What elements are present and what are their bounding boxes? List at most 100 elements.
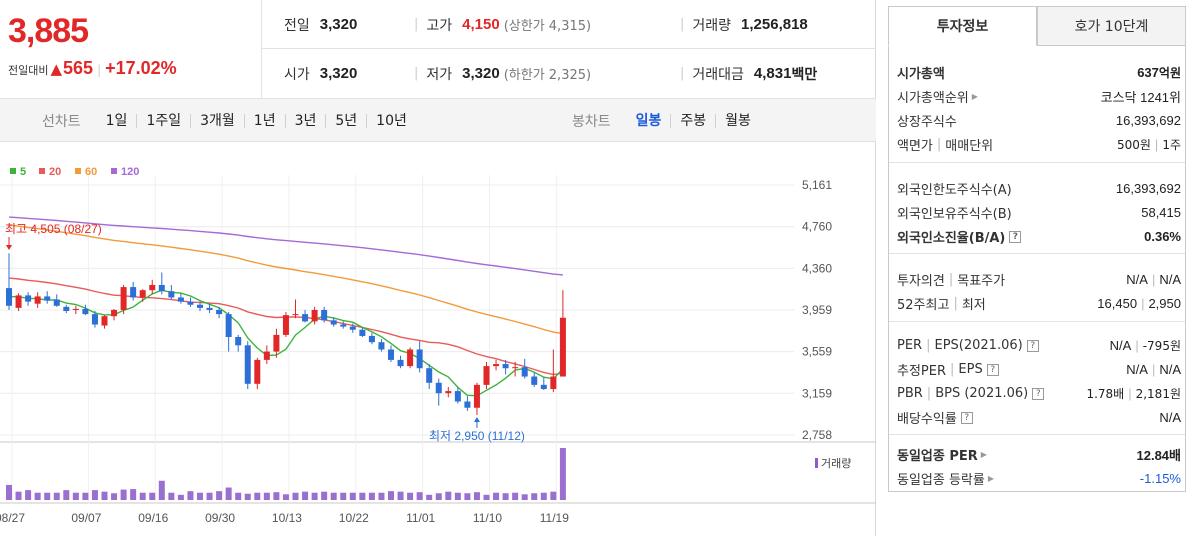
row-dividend: 배당수익률? N/A bbox=[897, 406, 1181, 429]
market-cap-label: 시가총액 bbox=[897, 67, 945, 82]
opinion-labels: 투자의견 | 목표주가 bbox=[897, 270, 1005, 289]
opinion-value: N/A bbox=[1126, 272, 1148, 287]
period-1d[interactable]: 1일 bbox=[105, 112, 128, 129]
par-labels: 액면가 | 매매단위 bbox=[897, 135, 993, 154]
help-icon[interactable]: ? bbox=[1009, 230, 1022, 243]
help-icon[interactable]: ? bbox=[986, 363, 999, 376]
low-value: 3,320 bbox=[462, 65, 500, 82]
candlestick-chart-svg: 5,161 4,760 4,360 3,959 3,559 3,159 2,758 08/27… bbox=[0, 166, 876, 525]
section-valuation: PER | EPS(2021.06)? N/A | -795원 추정PER | EPS? N… bbox=[889, 322, 1185, 435]
sector-per-link[interactable]: 동일업종 PER ▶ bbox=[897, 445, 987, 464]
period-1w[interactable]: 1주일 bbox=[136, 113, 190, 128]
volume-bar bbox=[63, 490, 70, 500]
candle-weekly[interactable]: 주봉 bbox=[670, 113, 715, 128]
row-est-per: 추정PER | EPS? N/A | N/A bbox=[897, 358, 1181, 381]
help-icon[interactable]: ? bbox=[960, 411, 973, 424]
opinion-label: 투자의견 bbox=[897, 274, 945, 289]
period-3y[interactable]: 3년 bbox=[284, 113, 326, 128]
volume-legend-swatch bbox=[815, 458, 818, 468]
volume-bar bbox=[34, 492, 41, 500]
x-tick-label: 09/30 bbox=[205, 511, 235, 525]
candle-body bbox=[521, 367, 528, 377]
volume-bar bbox=[206, 492, 213, 500]
candle-daily[interactable]: 일봉 bbox=[635, 112, 662, 129]
divider: | bbox=[1154, 137, 1159, 152]
volume-bar bbox=[216, 491, 223, 500]
candle-body bbox=[15, 295, 22, 308]
candle-body bbox=[302, 314, 309, 322]
row-shares: 상장주식수 16,393,692 bbox=[897, 109, 1181, 132]
market-cap-number: 637 bbox=[1137, 65, 1159, 80]
candle-body bbox=[44, 296, 51, 301]
market-cap-rank-label: 시가총액순위 bbox=[897, 91, 969, 106]
market-cap-rank-value: 코스닥 1241위 bbox=[1100, 90, 1181, 105]
period-5y[interactable]: 5년 bbox=[325, 113, 366, 128]
trade-unit-label: 매매단위 bbox=[945, 139, 994, 154]
tab-invest-info[interactable]: 투자정보 bbox=[888, 6, 1037, 46]
ma-legend-label: 60 bbox=[85, 166, 97, 178]
candle-body bbox=[330, 320, 337, 325]
volume-bar bbox=[483, 494, 490, 500]
candle-monthly[interactable]: 월봉 bbox=[715, 113, 760, 128]
divider: | bbox=[926, 338, 931, 353]
help-icon[interactable]: ? bbox=[1032, 387, 1045, 400]
volume-bar bbox=[435, 493, 442, 500]
prev-close-value: 3,320 bbox=[319, 16, 358, 33]
row-foreign-limit: 외국인한도주식수(A) 16,393,692 bbox=[897, 177, 1181, 200]
volume-bar bbox=[550, 491, 557, 500]
row-par-value: 액면가 | 매매단위 500원 | 1주 bbox=[897, 133, 1181, 156]
candle-body bbox=[72, 308, 79, 310]
candle-body bbox=[512, 367, 519, 369]
foreign-limit-value: 16,393,692 bbox=[1115, 181, 1181, 196]
volume-bar bbox=[368, 492, 375, 500]
candle-body bbox=[368, 335, 375, 343]
target-label: 목표주가 bbox=[957, 274, 1006, 289]
est-per-value: N/A bbox=[1126, 362, 1148, 377]
high-cell: | 고가 4,150 (상한가 4,315) bbox=[414, 0, 591, 49]
candle-body bbox=[168, 291, 175, 298]
dividend-label-group: 배당수익률? bbox=[897, 408, 973, 427]
volume-bar bbox=[177, 494, 184, 500]
volume-bar bbox=[91, 490, 98, 500]
volume-bar bbox=[130, 489, 137, 500]
par-value: 500원 bbox=[1116, 138, 1151, 152]
est-per-values: N/A | N/A bbox=[1126, 362, 1181, 377]
candle-body bbox=[91, 314, 98, 325]
sector-change-value: -1.15% bbox=[1139, 471, 1181, 486]
period-1y[interactable]: 1년 bbox=[243, 113, 285, 128]
divider: | bbox=[936, 137, 942, 152]
period-10y[interactable]: 10년 bbox=[366, 113, 416, 128]
x-tick-label: 11/01 bbox=[406, 511, 435, 525]
ma-legend-label: 5 bbox=[20, 166, 26, 178]
prev-close-label: 전일 bbox=[284, 17, 310, 34]
row-foreign-ratio: 외국인소진율(B/A)? 0.36% bbox=[897, 225, 1181, 248]
market-cap-rank-link[interactable]: 시가총액순위 ▶ bbox=[897, 87, 978, 106]
candle-body bbox=[82, 308, 89, 315]
est-per-labels: 추정PER | EPS? bbox=[897, 360, 999, 379]
sector-change-link[interactable]: 동일업종 등락률 ▶ bbox=[897, 469, 994, 488]
volume-bar bbox=[397, 491, 404, 500]
upper-limit: (상한가 4,315) bbox=[503, 19, 592, 34]
candle-body bbox=[550, 376, 557, 390]
candle-body bbox=[63, 306, 70, 311]
x-tick-label: 11/19 bbox=[540, 511, 569, 525]
period-3m[interactable]: 3개월 bbox=[190, 113, 244, 128]
volume-bar bbox=[292, 492, 299, 500]
volume-bar bbox=[168, 492, 175, 500]
tab-order-book[interactable]: 호가 10단계 bbox=[1037, 6, 1186, 46]
divider: | bbox=[680, 66, 685, 81]
52w-low-value: 2,950 bbox=[1148, 296, 1181, 311]
help-icon[interactable]: ? bbox=[1026, 339, 1039, 352]
candle-body bbox=[225, 314, 232, 337]
row-market-cap-rank: 시가총액순위 ▶ 코스닥 1241위 bbox=[897, 85, 1181, 108]
candle-body bbox=[282, 315, 289, 335]
candle-body bbox=[273, 334, 280, 352]
sector-per-label: 동일업종 PER bbox=[897, 449, 978, 464]
caret-right-icon: ▶ bbox=[971, 92, 978, 101]
volume-bar bbox=[120, 489, 127, 500]
low-arrowhead-icon bbox=[473, 417, 480, 423]
ma-legend-label: 120 bbox=[121, 166, 139, 178]
ma-legend-swatch bbox=[39, 168, 45, 174]
line-chart-label: 선차트 bbox=[42, 113, 81, 130]
